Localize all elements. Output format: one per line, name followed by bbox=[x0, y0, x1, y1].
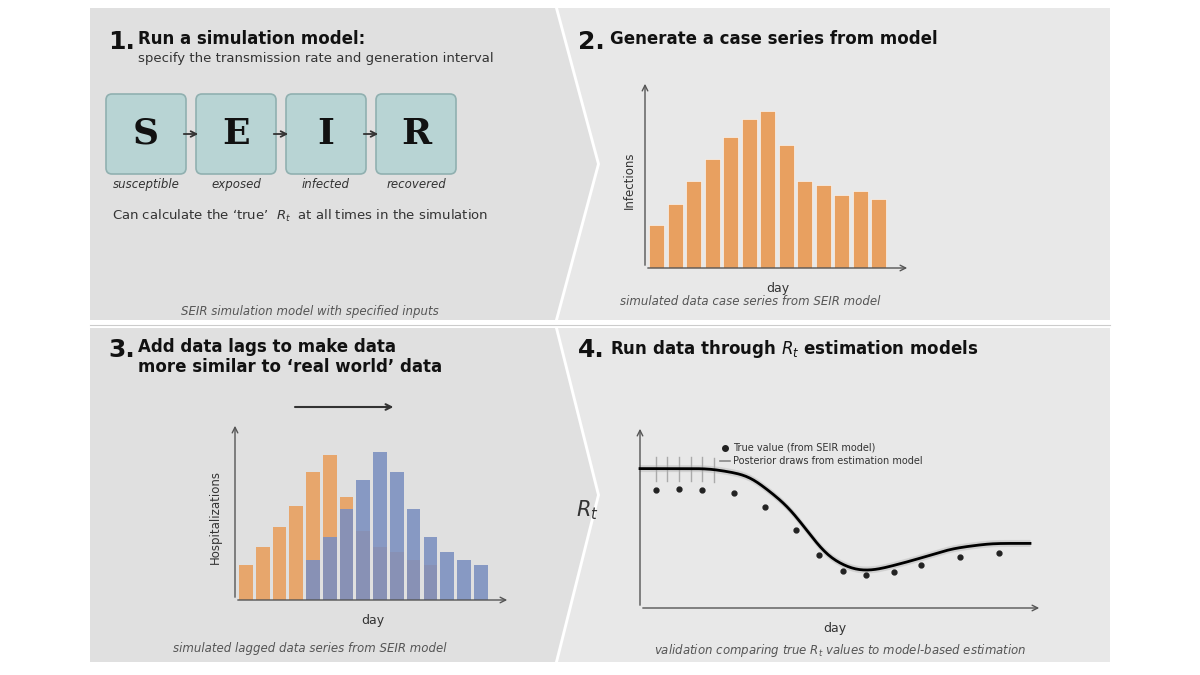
Bar bbox=[239, 565, 253, 600]
Bar bbox=[323, 537, 337, 600]
Text: 3.: 3. bbox=[108, 338, 134, 362]
Text: Generate a case series from model: Generate a case series from model bbox=[610, 30, 937, 48]
Text: day: day bbox=[767, 282, 790, 295]
FancyBboxPatch shape bbox=[376, 94, 456, 174]
Bar bbox=[649, 225, 664, 268]
Text: Run data through $R_t$ estimation models: Run data through $R_t$ estimation models bbox=[610, 338, 978, 360]
Bar bbox=[424, 565, 437, 600]
Bar bbox=[356, 481, 370, 600]
Bar bbox=[724, 137, 738, 268]
Text: Add data lags to make data: Add data lags to make data bbox=[138, 338, 396, 356]
Bar bbox=[256, 547, 270, 600]
Bar bbox=[424, 537, 437, 600]
Bar bbox=[834, 194, 850, 268]
Bar bbox=[760, 111, 775, 268]
Bar bbox=[306, 472, 320, 600]
Text: simulated data case series from SEIR model: simulated data case series from SEIR mod… bbox=[620, 295, 880, 308]
Bar bbox=[390, 472, 403, 600]
Bar bbox=[306, 560, 320, 600]
Bar bbox=[853, 190, 868, 268]
Text: SEIR simulation model with specified inputs: SEIR simulation model with specified inp… bbox=[181, 305, 439, 318]
Polygon shape bbox=[558, 328, 1110, 662]
Text: exposed: exposed bbox=[211, 178, 260, 191]
Text: simulated lagged data series from SEIR model: simulated lagged data series from SEIR m… bbox=[173, 642, 446, 655]
Text: susceptible: susceptible bbox=[113, 178, 180, 191]
Bar bbox=[373, 452, 386, 600]
Text: $R_t$: $R_t$ bbox=[576, 498, 599, 522]
Text: Posterior draws from estimation model: Posterior draws from estimation model bbox=[733, 456, 923, 466]
Bar bbox=[474, 565, 487, 600]
Bar bbox=[340, 497, 353, 600]
Text: infected: infected bbox=[302, 178, 350, 191]
FancyBboxPatch shape bbox=[196, 94, 276, 174]
Text: 2.: 2. bbox=[578, 30, 605, 54]
Bar bbox=[816, 185, 830, 268]
FancyBboxPatch shape bbox=[106, 94, 186, 174]
Bar bbox=[407, 510, 420, 600]
FancyBboxPatch shape bbox=[286, 94, 366, 174]
Text: E: E bbox=[222, 117, 250, 151]
Bar bbox=[686, 182, 701, 268]
Bar bbox=[373, 547, 386, 600]
Text: Infections: Infections bbox=[623, 152, 636, 209]
Text: S: S bbox=[133, 117, 158, 151]
Polygon shape bbox=[90, 8, 598, 320]
Text: more similar to ‘real world’ data: more similar to ‘real world’ data bbox=[138, 358, 442, 376]
Text: 4.: 4. bbox=[578, 338, 605, 362]
Text: Hospitalizations: Hospitalizations bbox=[209, 470, 222, 564]
Bar bbox=[272, 527, 287, 600]
Text: I: I bbox=[318, 117, 335, 151]
Bar bbox=[704, 159, 720, 268]
Bar bbox=[390, 552, 403, 600]
Bar bbox=[742, 119, 757, 268]
Text: recovered: recovered bbox=[386, 178, 446, 191]
Bar bbox=[440, 552, 454, 600]
Bar bbox=[289, 506, 304, 600]
Bar bbox=[871, 198, 887, 268]
Polygon shape bbox=[558, 8, 1110, 320]
Bar bbox=[457, 560, 470, 600]
Polygon shape bbox=[90, 328, 598, 662]
Bar bbox=[407, 560, 420, 600]
Text: specify the transmission rate and generation interval: specify the transmission rate and genera… bbox=[138, 52, 493, 65]
Text: day: day bbox=[361, 614, 384, 627]
Bar bbox=[779, 145, 794, 268]
Text: Can calculate the ‘true’  $R_t$  at all times in the simulation: Can calculate the ‘true’ $R_t$ at all ti… bbox=[112, 208, 488, 224]
Text: Run a simulation model:: Run a simulation model: bbox=[138, 30, 365, 48]
Bar bbox=[340, 510, 353, 600]
Text: 1.: 1. bbox=[108, 30, 134, 54]
Text: R: R bbox=[401, 117, 431, 151]
Bar bbox=[356, 531, 370, 600]
Bar bbox=[797, 182, 812, 268]
Bar bbox=[323, 455, 337, 600]
Text: validation comparing true $R_t$ values to model-based estimation: validation comparing true $R_t$ values t… bbox=[654, 642, 1026, 659]
Text: True value (from SEIR model): True value (from SEIR model) bbox=[733, 443, 875, 453]
Bar bbox=[667, 204, 683, 268]
Text: day: day bbox=[823, 622, 846, 635]
